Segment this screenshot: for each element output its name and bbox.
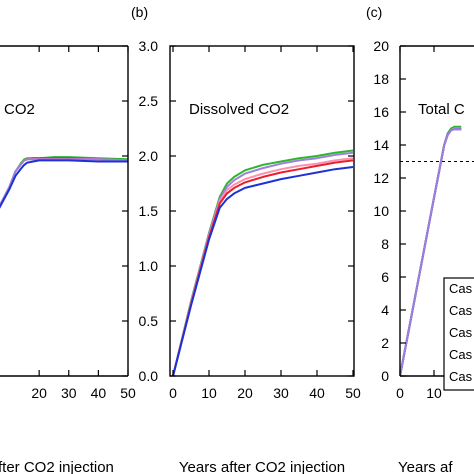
legend-entry-label: Cas [449,303,473,318]
panel-c: 0 10 0 2 4 6 8 10 12 14 16 18 20 (c) Total C Years a… [366,4,474,474]
panel-b-y-tick-label: 2.0 [139,148,159,164]
legend-box [443,277,474,391]
panel-b-x-tick-label: 10 [201,385,217,401]
panel-c-y-tick-label: 6 [381,269,389,285]
panel-a-x-tick-label: 50 [120,385,136,401]
panel-b-series-line-2 [172,151,354,376]
panel-c-tick-group: 0 10 0 2 4 6 8 10 12 14 16 18 20 [373,38,442,401]
legend-entry-label: Cas [449,281,473,296]
panel-c-x-axis-title: Years af [398,459,453,474]
panel-b-y-tick-label: 0.5 [139,313,159,329]
panel-b-x-tick-label: 20 [237,385,253,401]
panel-b-series-line-5 [172,166,354,376]
panel-b-y-tick-label: 1.0 [139,258,159,274]
panel-a-series-group [0,156,128,209]
panel-b-x-tick-label: 30 [273,385,289,401]
panel-b-letter: (b) [131,4,148,20]
panel-c-series-line-5 [400,128,462,376]
panel-c-title: Total C [418,101,465,118]
panel-a-x-tick-label: 40 [91,385,107,401]
panel-c-y-tick-label: 20 [373,38,389,54]
legend-entry-label: Cas [449,369,473,384]
panel-a-x-tick-label: 30 [61,385,77,401]
panel-b-series-line-4 [172,159,354,376]
panel-a-x-axis-title: fter CO2 injection [0,459,114,474]
legend-entry-label: Cas [449,347,473,362]
panel-b-tick-group: 0 10 20 30 40 50 0.0 0.5 1.0 1.5 2.0 2.5 3.0 [139,38,361,401]
panel-b-x-tick-label: 0 [169,385,177,401]
panel-b-frame [169,45,355,377]
panel-b-x-axis-title: Years after CO2 injection [179,459,345,474]
panel-c-y-tick-label: 0 [381,368,389,384]
legend-entries: Cas Cas Cas Cas Cas [449,281,473,384]
panel-c-y-tick-label: 12 [373,170,389,186]
panel-c-letter: (c) [366,4,382,20]
panel-a-title: CO2 [4,101,35,118]
panel-c-y-tick-label: 4 [381,302,389,318]
panel-a-series-line-4 [0,158,128,208]
panel-b-title: Dissolved CO2 [189,101,289,118]
panel-b-y-tick-label: 0.0 [139,368,159,384]
panel-a: 20 30 40 50 CO2 fter CO2 injection [0,45,136,474]
panel-b-y-tick-label: 3.0 [139,38,159,54]
panel-c-y-tick-label: 2 [381,335,389,351]
panel-c-y-tick-label: 10 [373,203,389,219]
panel-a-x-tick-label: 20 [31,385,47,401]
panel-c-y-tick-label: 16 [373,104,389,120]
legend: Cas Cas Cas Cas Cas [443,277,474,391]
panel-b: 0 10 20 30 40 50 0.0 0.5 1.0 1.5 2.0 2.5 3.0 (b) Dis… [131,4,361,474]
panel-c-series-group [400,125,462,376]
panel-b-x-tick-label: 50 [345,385,361,401]
panel-c-x-tick-label: 0 [396,385,404,401]
panel-c-y-tick-label: 14 [373,137,389,153]
panel-c-y-tick-label: 8 [381,236,389,252]
panel-b-y-tick-label: 2.5 [139,93,159,109]
panel-a-tick-group: 20 30 40 50 [31,45,136,401]
panel-b-series-group [172,149,354,376]
panel-b-y-tick-label: 1.5 [139,203,159,219]
panel-a-series-line-5 [0,159,128,209]
panel-b-x-tick-label: 40 [309,385,325,401]
legend-entry-label: Cas [449,325,473,340]
panel-c-y-tick-label: 18 [373,71,389,87]
panel-c-x-tick-label: 10 [426,385,442,401]
